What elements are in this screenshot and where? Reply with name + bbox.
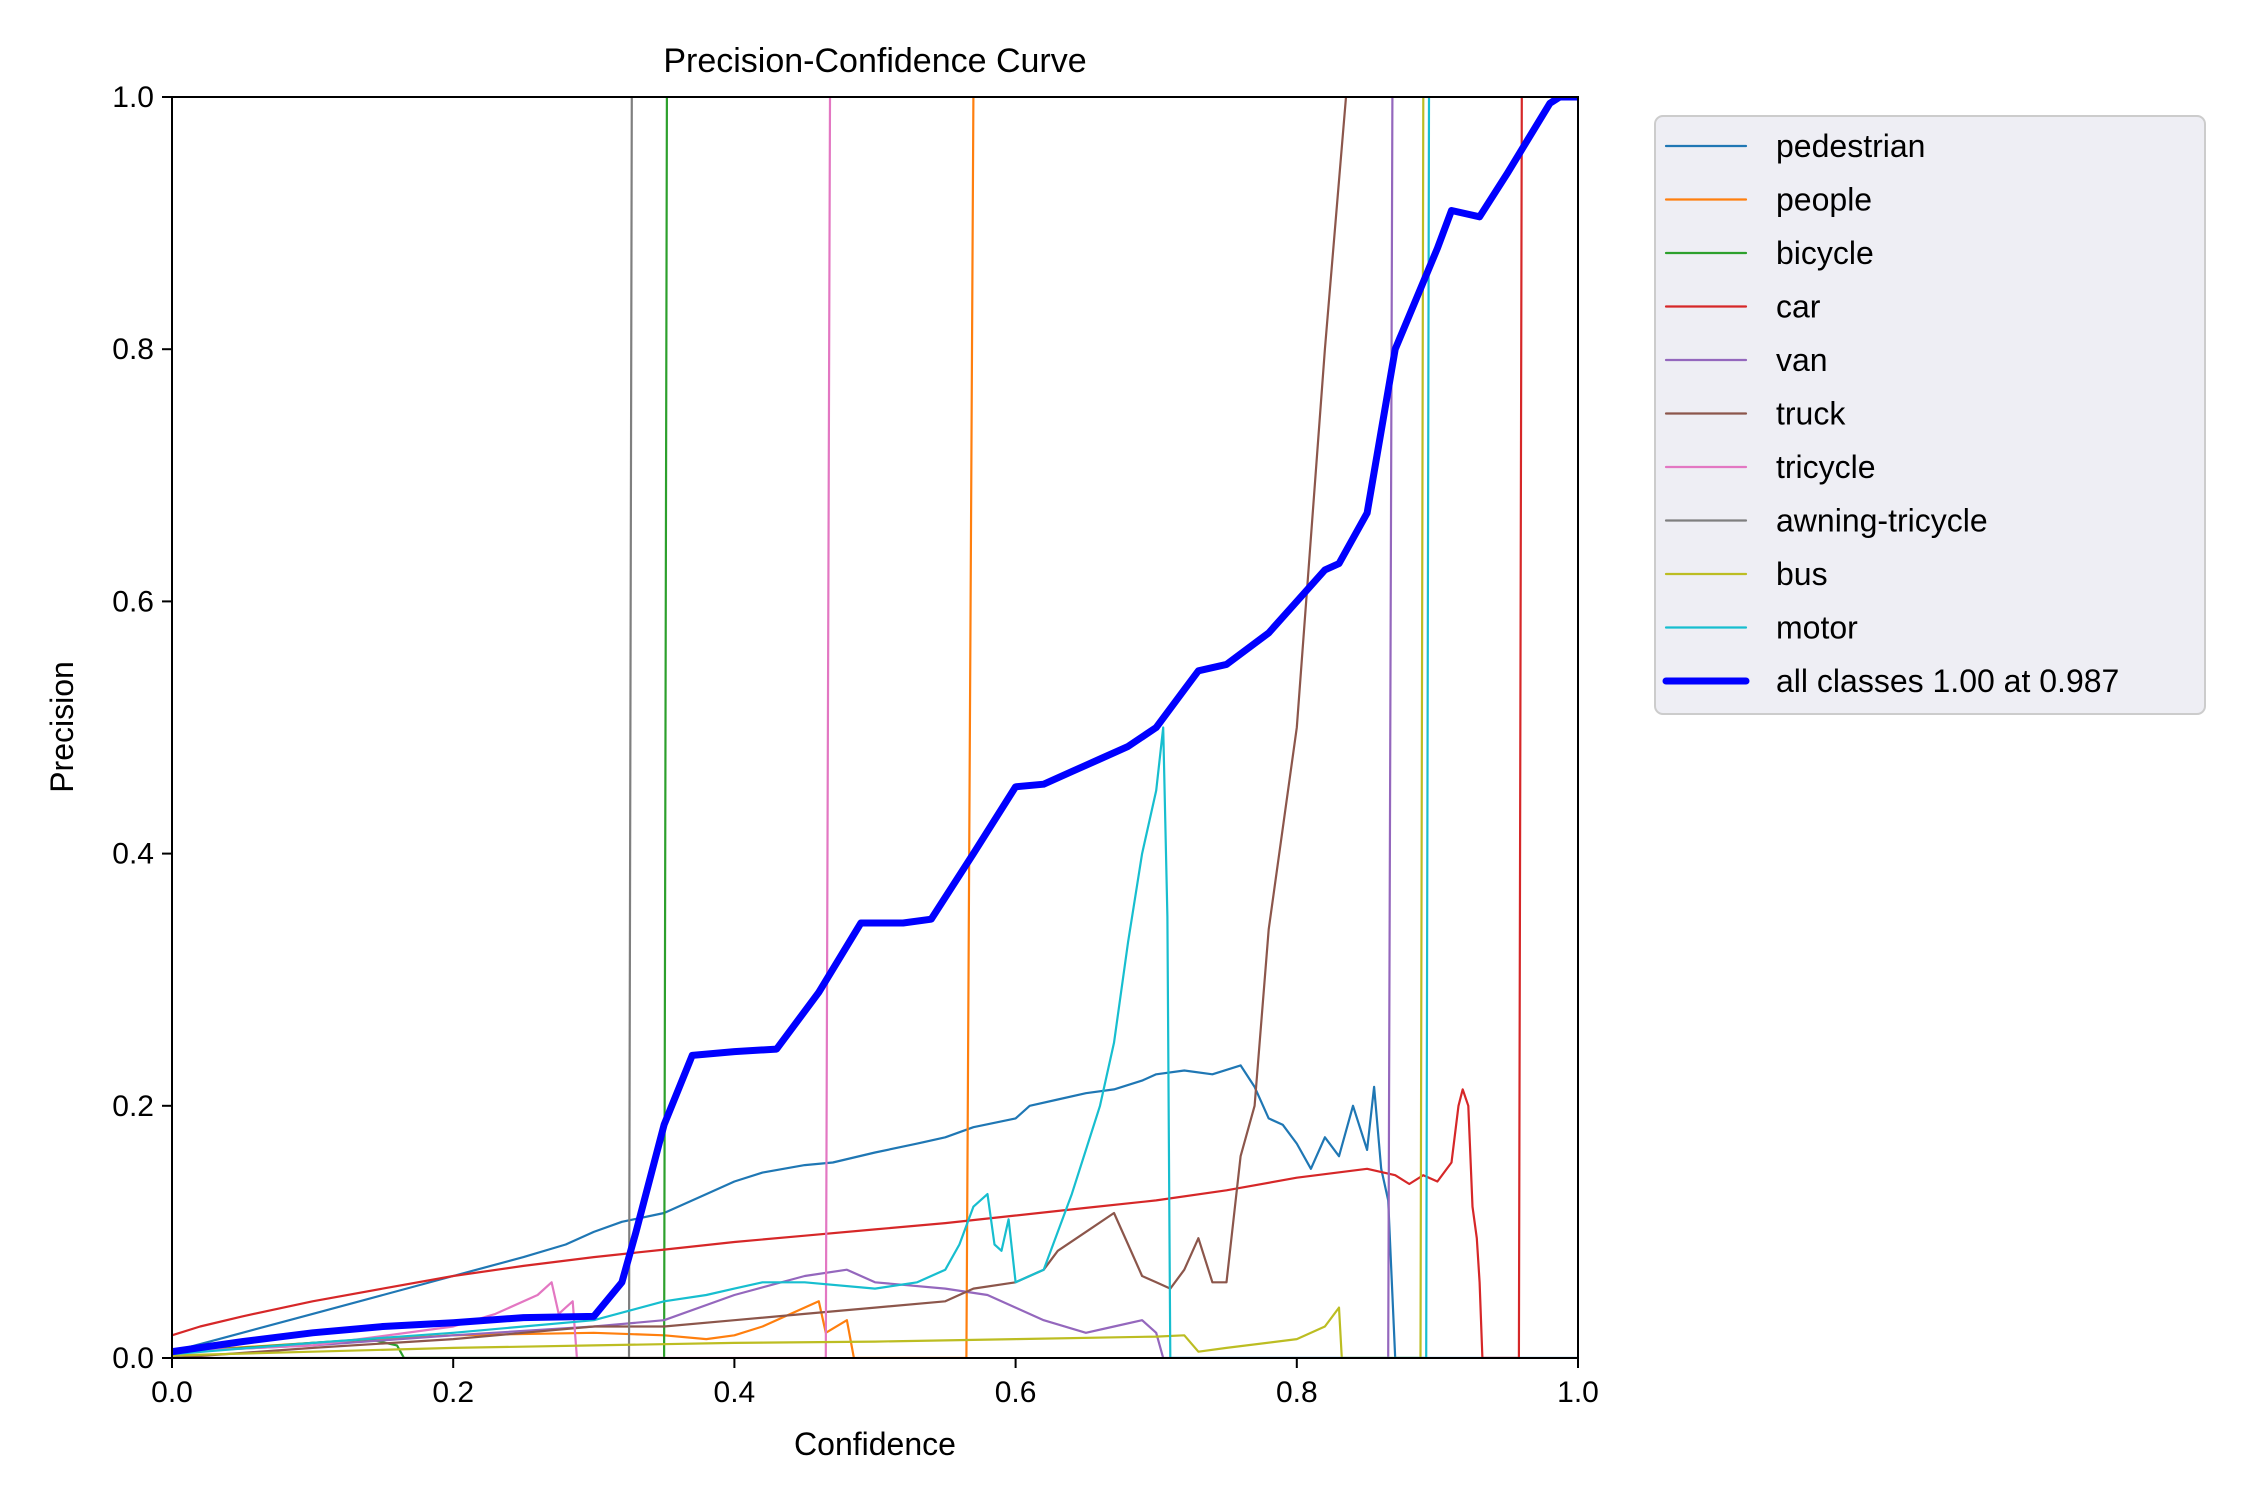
x-tick-label: 1.0 — [1557, 1376, 1599, 1409]
y-tick-label: 0.2 — [112, 1090, 154, 1123]
legend-label-5: truck — [1776, 396, 1846, 432]
legend: pedestrian people bicycle car van truck tricyc… — [1654, 115, 2206, 715]
series-line-0 — [172, 1064, 1578, 1358]
x-tick-label: 0.4 — [714, 1376, 756, 1409]
legend-label-10: all classes 1.00 at 0.987 — [1776, 663, 2119, 699]
x-tick-label: 0.0 — [151, 1376, 193, 1409]
series-line-1 — [172, 97, 975, 1358]
legend-box — [1654, 115, 2206, 715]
y-axis-label: Precision — [44, 661, 80, 793]
series-line-10 — [172, 97, 1578, 1356]
legend-label-6: tricycle — [1776, 449, 1876, 485]
series-line-7 — [172, 97, 633, 1358]
series-line-9 — [172, 97, 1431, 1358]
series-line-5 — [172, 97, 1348, 1358]
chart-title: Precision-Confidence Curve — [663, 42, 1086, 80]
legend-label-8: bus — [1776, 556, 1828, 592]
y-tick-label: 1.0 — [112, 81, 154, 114]
y-tick-label: 0.6 — [112, 585, 154, 618]
legend-label-7: awning-tricycle — [1776, 503, 1988, 539]
legend-label-1: people — [1776, 182, 1872, 218]
series-line-3 — [172, 97, 1523, 1358]
legend-label-9: motor — [1776, 610, 1858, 646]
y-tick-label: 0.4 — [112, 838, 154, 871]
series-line-2 — [172, 97, 668, 1358]
y-tick-label: 0.0 — [112, 1342, 154, 1375]
series-line-6 — [172, 97, 832, 1358]
y-tick-label: 0.8 — [112, 333, 154, 366]
plot-frame — [171, 96, 1579, 1359]
legend-label-0: pedestrian — [1776, 128, 1925, 164]
x-tick-label: 0.8 — [1276, 1376, 1318, 1409]
series-line-8 — [172, 97, 1425, 1358]
x-tick-label: 0.6 — [995, 1376, 1037, 1409]
legend-label-3: car — [1776, 289, 1821, 325]
legend-label-4: van — [1776, 342, 1828, 378]
legend-label-2: bicycle — [1776, 235, 1874, 271]
x-axis-label: Confidence — [794, 1426, 956, 1462]
x-tick-label: 0.2 — [432, 1376, 474, 1409]
